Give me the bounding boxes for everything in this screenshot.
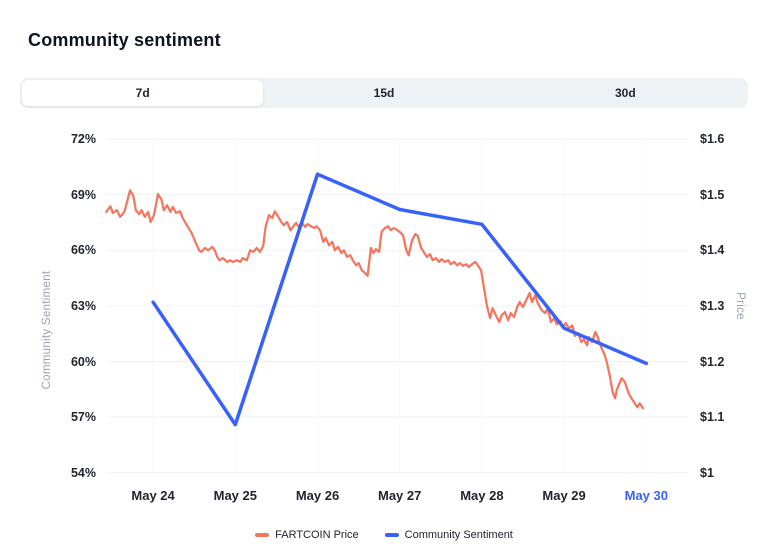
tab-7d[interactable]: 7d: [22, 80, 264, 106]
page-title: Community sentiment: [28, 30, 221, 50]
right-axis-tick-label: $1.3: [700, 298, 725, 313]
right-axis-tick-label: $1.6: [700, 132, 725, 146]
left-axis-tick-label: 57%: [70, 410, 96, 425]
fartcoin-price-line-swatch: [255, 533, 270, 537]
right-axis-tick-label: $1.5: [700, 187, 725, 202]
left-axis-tick-label: 72%: [70, 132, 96, 146]
fartcoin-price-line: [105, 189, 645, 410]
x-axis-tick-label: May 30: [624, 488, 668, 503]
right-axis-tick-label: $1.4: [700, 243, 725, 258]
legend-label: Community Sentiment: [404, 529, 513, 541]
x-axis-tick-label: May 27: [378, 488, 422, 503]
x-axis-tick-label: May 24: [131, 488, 175, 503]
left-axis-tick-label: 66%: [70, 243, 96, 258]
left-axis-tick-label: 63%: [70, 298, 96, 313]
tab-15d[interactable]: 15d: [263, 80, 504, 106]
community-sentiment-line-swatch: [384, 533, 399, 537]
legend-label: FARTCOIN Price: [275, 529, 359, 541]
right-axis-tick-label: $1.2: [700, 354, 725, 369]
x-axis-tick-label: May 25: [213, 488, 257, 503]
right-axis-tick-label: $1.1: [700, 410, 725, 425]
community-sentiment-line: [151, 172, 649, 427]
right-axis-tick-label: $1: [700, 465, 714, 480]
left-axis-tick-label: 54%: [70, 465, 96, 480]
legend-item-fartcoin-price: FARTCOIN Price: [255, 529, 359, 541]
legend-item-community-sentiment: Community Sentiment: [384, 529, 513, 541]
sentiment-price-chart: [0, 110, 768, 510]
left-axis-tick-label: 69%: [70, 187, 96, 202]
x-axis-tick-label: May 28: [460, 488, 504, 503]
plot-area[interactable]: [0, 110, 768, 510]
chart-legend: FARTCOIN Price Community Sentiment: [0, 529, 768, 541]
timeframe-tabs: 7d 15d 30d: [20, 78, 748, 108]
x-axis-tick-label: May 29: [542, 488, 586, 503]
left-axis-title: Community Sentiment: [41, 270, 53, 390]
tab-30d[interactable]: 30d: [505, 80, 746, 106]
x-axis-tick-label: May 26: [295, 488, 340, 503]
left-axis-tick-label: 60%: [70, 354, 96, 369]
